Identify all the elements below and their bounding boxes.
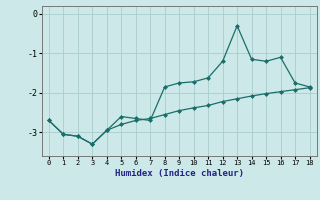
X-axis label: Humidex (Indice chaleur): Humidex (Indice chaleur)	[115, 169, 244, 178]
